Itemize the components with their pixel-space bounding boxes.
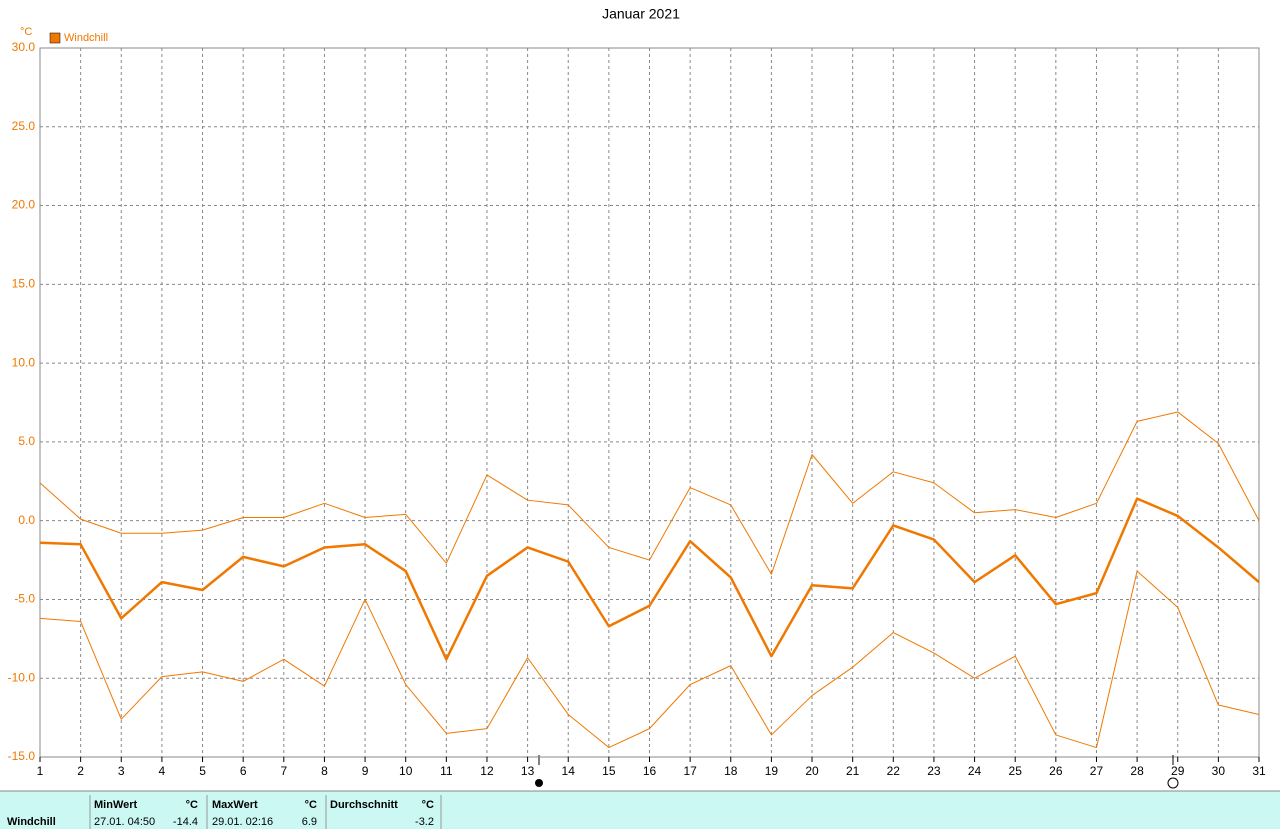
y-tick-label: 20.0 [12, 198, 36, 212]
x-tick-label: 1 [37, 764, 44, 778]
col-header: MinWert [94, 799, 138, 811]
cell-value: -14.4 [173, 816, 198, 828]
col-unit: °C [422, 799, 434, 811]
legend-label: Windchill [64, 32, 108, 44]
y-tick-label: -10.0 [8, 670, 36, 684]
x-tick-label: 10 [399, 764, 413, 778]
series-line [39, 497, 1260, 661]
moon-full [1167, 777, 1179, 789]
x-tick-label: 8 [321, 764, 328, 778]
col-header: MaxWert [212, 799, 258, 811]
x-tick-label: 27 [1090, 764, 1104, 778]
x-tick-label: 6 [240, 764, 247, 778]
x-tick-label: 9 [362, 764, 369, 778]
x-tick-label: 31 [1252, 764, 1266, 778]
series-line [39, 570, 1260, 749]
x-tick-label: 28 [1130, 764, 1144, 778]
x-tick-label: 4 [159, 764, 166, 778]
x-tick-label: 3 [118, 764, 125, 778]
series-line [39, 411, 1260, 575]
x-tick-label: 7 [280, 764, 287, 778]
col-unit: °C [305, 799, 317, 811]
cell-value: 6.9 [302, 816, 317, 828]
x-tick-label: 26 [1049, 764, 1063, 778]
y-tick-label: 0.0 [18, 513, 35, 527]
y-tick-label: 25.0 [12, 119, 36, 133]
table-bg [0, 791, 1280, 829]
x-tick-label: 13 [521, 764, 535, 778]
cell-time: 27.01. 04:50 [94, 816, 155, 828]
y-tick-label: 10.0 [12, 355, 36, 369]
x-tick-label: 19 [765, 764, 779, 778]
cell-value: -3.2 [415, 816, 434, 828]
row-label: Windchill [7, 816, 56, 828]
col-header: Durchschnitt [330, 799, 398, 811]
cell-time: 29.01. 02:16 [212, 816, 273, 828]
x-tick-label: 2 [77, 764, 84, 778]
y-tick-label: 15.0 [12, 277, 36, 291]
y-tick-label: 5.0 [18, 434, 35, 448]
x-tick-label: 11 [440, 764, 453, 778]
x-tick-label: 23 [927, 764, 941, 778]
x-tick-label: 21 [846, 764, 860, 778]
x-tick-label: 20 [805, 764, 819, 778]
x-tick-label: 15 [602, 764, 616, 778]
x-tick-label: 29 [1171, 764, 1185, 778]
chart-title: Januar 2021 [602, 6, 680, 22]
x-tick-label: 22 [887, 764, 901, 778]
x-tick-label: 14 [562, 764, 576, 778]
y-tick-label: -15.0 [8, 749, 36, 763]
x-tick-label: 17 [683, 764, 697, 778]
moon-new [535, 779, 543, 787]
x-tick-label: 5 [199, 764, 206, 778]
x-tick-label: 24 [968, 764, 982, 778]
y-tick-label: -5.0 [14, 592, 35, 606]
x-tick-label: 18 [724, 764, 738, 778]
col-unit: °C [186, 799, 198, 811]
x-tick-label: 16 [643, 764, 657, 778]
y-tick-label: 30.0 [12, 40, 36, 54]
y-unit: °C [20, 26, 32, 38]
legend-swatch [49, 32, 61, 44]
x-tick-label: 30 [1212, 764, 1226, 778]
x-tick-label: 25 [1009, 764, 1023, 778]
x-tick-label: 12 [480, 764, 494, 778]
summary-table: Windchill MinWert °C 27.01. 04:50 -14.4 … [0, 790, 1280, 829]
